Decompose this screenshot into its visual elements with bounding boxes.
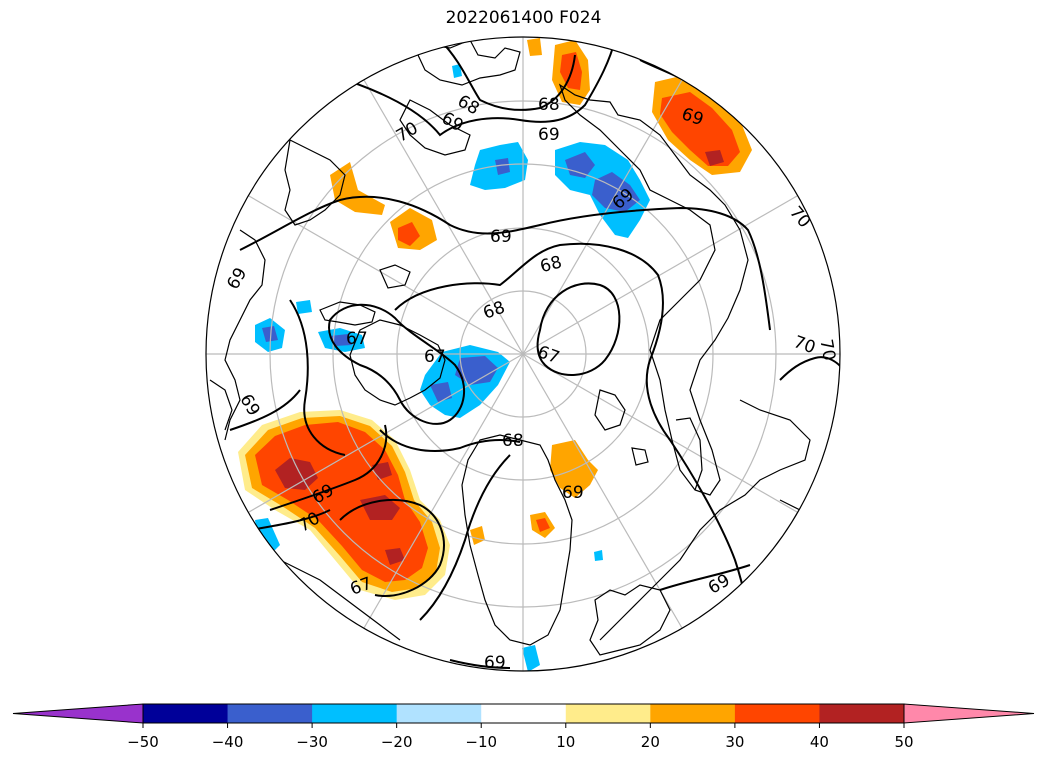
map-title: 2022061400 F024	[445, 8, 602, 28]
graticule	[206, 37, 840, 671]
colorbar-segments	[143, 704, 905, 723]
contour-67-lower	[339, 499, 445, 597]
warm-anomaly-west-40b	[360, 495, 400, 520]
colorbar-segment	[143, 704, 229, 723]
contour-label: 69	[484, 653, 506, 673]
colorbar-over-triangle	[903, 703, 1035, 724]
contour-69-se	[659, 564, 751, 591]
contour-69-mid	[289, 299, 346, 456]
contour-label: 67	[424, 347, 446, 367]
cold-anomaly-center-40	[455, 356, 498, 385]
contour-label: 69	[538, 125, 560, 145]
colorbar-segment	[650, 704, 736, 723]
warm-anomaly-north-small	[527, 38, 542, 56]
contour-label: 67	[346, 329, 368, 349]
contour-67-closed	[536, 282, 621, 377]
map-disk-content: 68 69 68 69 69 69 69 70 70 69 69 68 68 6…	[206, 37, 840, 673]
warm-anomaly-spot-2-30	[398, 222, 420, 246]
cold-anomaly-north-1-40	[495, 158, 510, 175]
warm-anomaly-west-40	[275, 458, 318, 490]
colorbar-segment	[819, 704, 905, 723]
contour-69-south	[419, 454, 511, 621]
warm-anomaly-northeast-30	[660, 92, 740, 166]
contour-68-left	[229, 389, 301, 431]
contour-67-left	[269, 424, 388, 511]
contour-68-lower	[379, 429, 521, 452]
colorbar: −50 −40 −30 −20 −10 10 20 30 40 50	[12, 703, 1035, 751]
colorbar-segment	[312, 704, 398, 723]
map-boundary	[205, 36, 841, 672]
contour-69-north	[239, 195, 771, 331]
contour-68	[394, 242, 756, 651]
cold-anomaly-west-2-40	[330, 334, 352, 346]
warm-anomaly-northeast-40	[705, 150, 724, 166]
warm-anomaly-spot-4-30	[536, 518, 550, 532]
colorbar-tick-label: −20	[381, 733, 413, 751]
colorbar-tick-label: 40	[810, 733, 829, 751]
colorbar-ticks: −50 −40 −30 −20 −10 10 20 30 40 50	[127, 723, 914, 751]
contour-label: 70	[815, 338, 838, 363]
cold-anomaly-center-40b	[430, 382, 452, 402]
cold-anomaly-west-40	[262, 326, 278, 342]
height-contours	[229, 39, 840, 669]
colorbar-segment	[565, 704, 651, 723]
contour-label: 69	[562, 483, 584, 503]
cold-anomaly-spot-s	[594, 550, 603, 561]
warm-anomaly-spot-5	[470, 526, 485, 545]
contour-70-east	[779, 356, 840, 381]
contour-label: 69	[490, 227, 512, 247]
colorbar-under-triangle	[12, 703, 144, 724]
contour-69-bottom	[449, 659, 511, 669]
contour-label: 68	[502, 431, 524, 451]
colorbar-frame	[142, 703, 905, 724]
cold-anomaly-spot-n	[452, 64, 462, 78]
colorbar-segment	[396, 704, 482, 723]
contour-label: 68	[538, 95, 560, 115]
colorbar-tick-label: −10	[465, 733, 497, 751]
colorbar-tick-label: 50	[894, 733, 913, 751]
colorbar-tick-label: 20	[641, 733, 660, 751]
contour-69-nw	[439, 39, 576, 111]
colorbar-tick-label: −30	[296, 733, 328, 751]
contour-70	[329, 39, 616, 137]
cold-anomaly-west-3	[296, 300, 312, 314]
cold-anomaly-north-2-40	[565, 152, 595, 178]
cold-anomaly-lower-1	[522, 645, 540, 671]
colorbar-segment	[227, 704, 313, 723]
colorbar-tick-label: 10	[556, 733, 575, 751]
colorbar-segment	[481, 704, 567, 723]
colorbar-tick-label: −50	[127, 733, 159, 751]
colorbar-tick-label: −40	[212, 733, 244, 751]
contour-70-west	[249, 509, 331, 531]
contour-68-inner	[328, 303, 466, 425]
colorbar-segment	[734, 704, 820, 723]
colorbar-tick-label: 30	[725, 733, 744, 751]
warm-anomaly-west-40d	[385, 548, 405, 565]
